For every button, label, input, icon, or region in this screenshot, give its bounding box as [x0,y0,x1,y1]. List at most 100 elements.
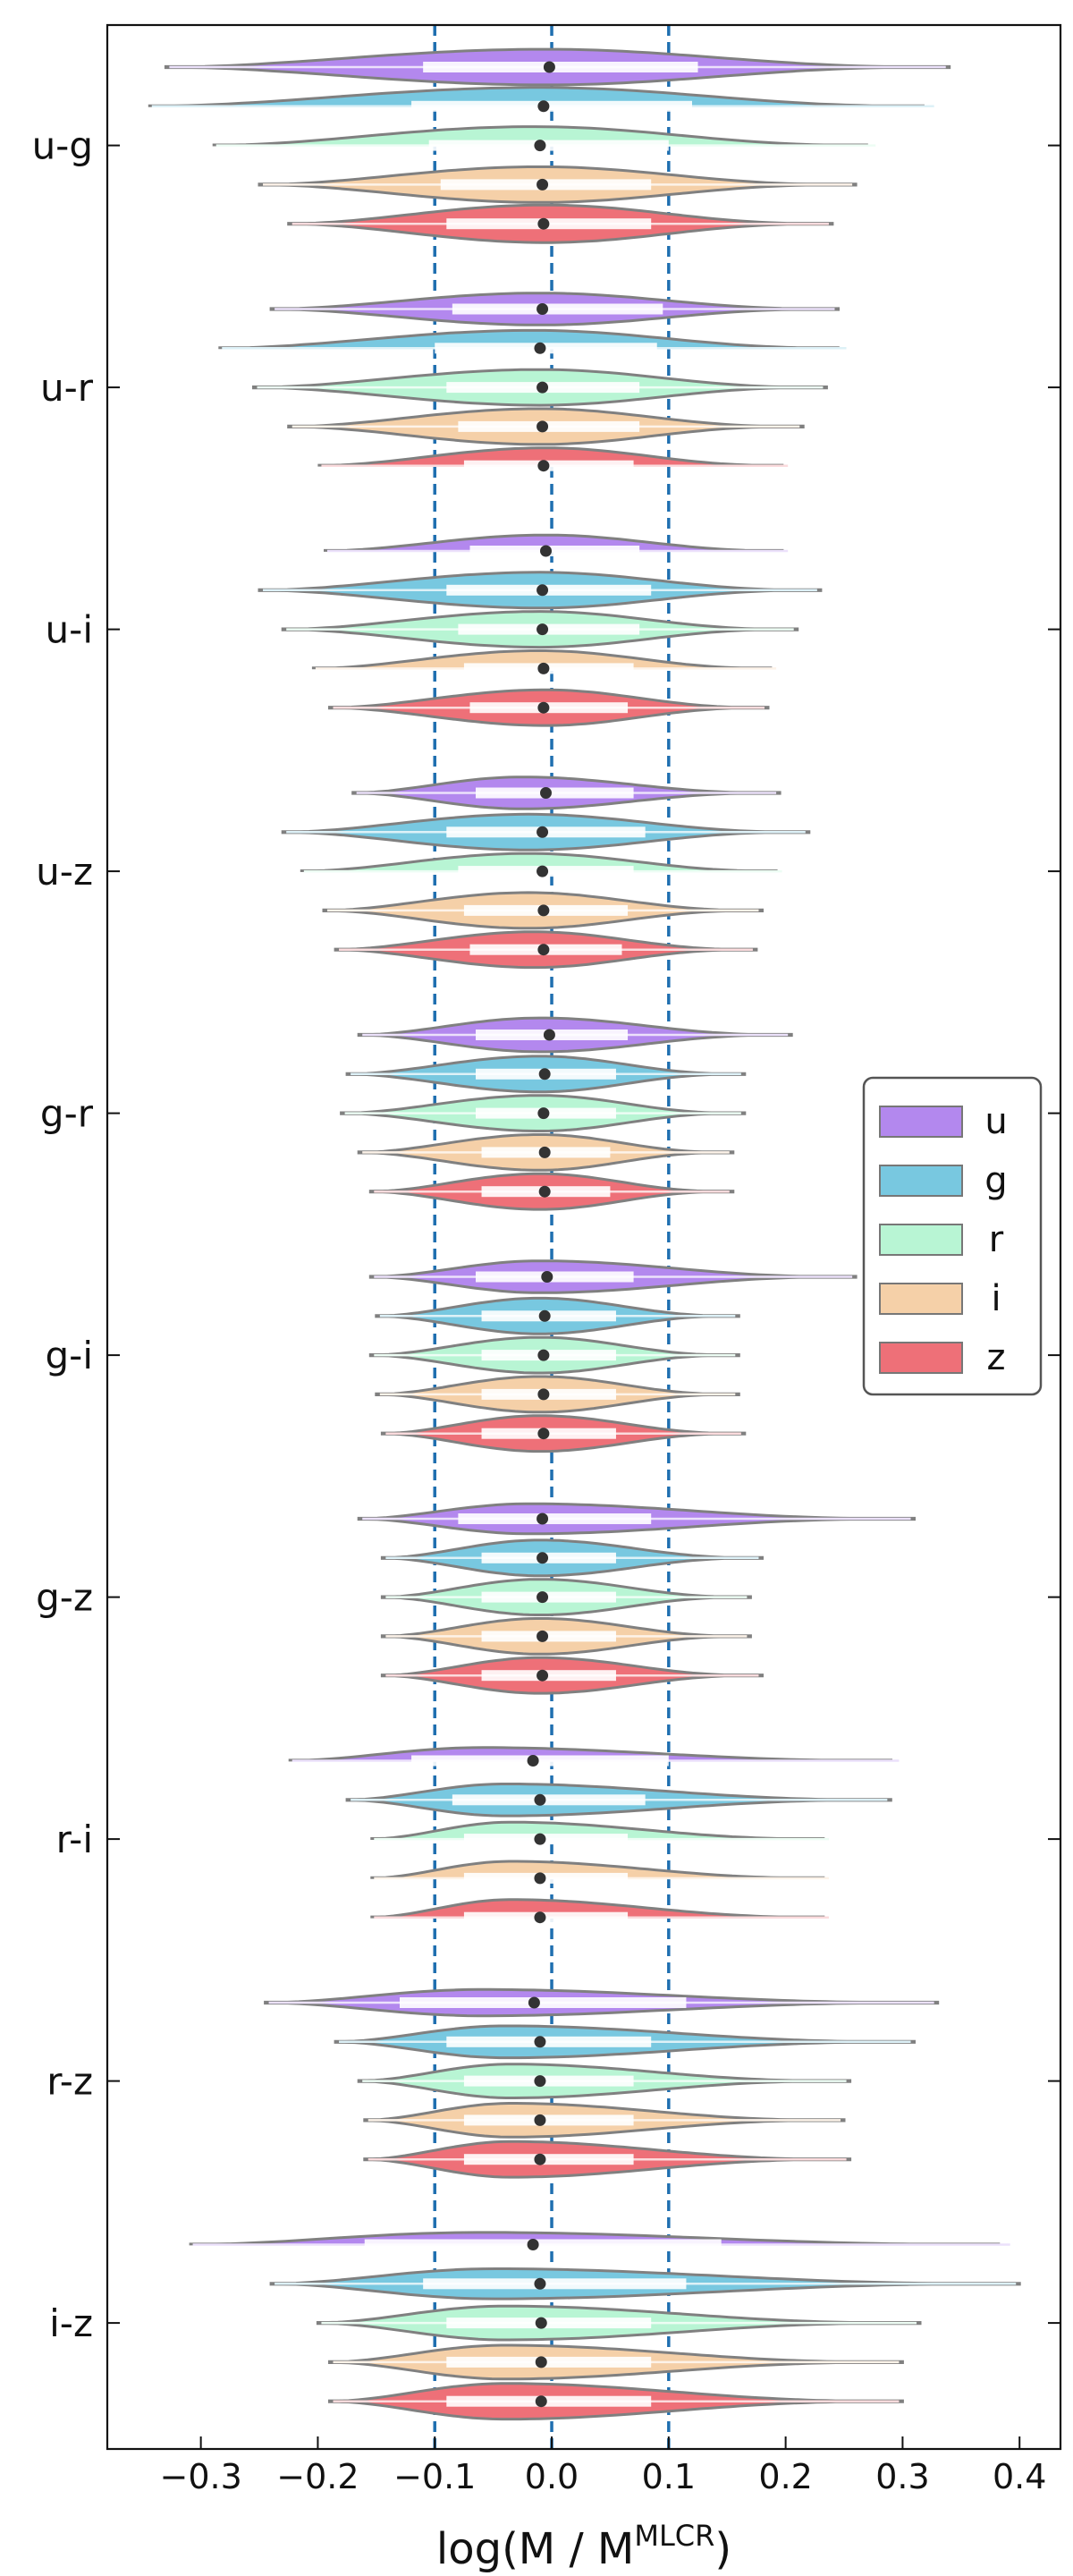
violin-median-dot [527,1755,539,1767]
plot-frame [106,23,1062,2451]
violin-median-dot [536,1630,549,1642]
violin-median-dot [536,381,549,394]
x-tick-label: 0.3 [875,2457,929,2496]
violin-group-u-g [148,47,951,244]
legend-label-r: r [989,1219,1004,1260]
violin-iqr-box [481,1552,616,1563]
violin-median-dot [536,1591,549,1604]
violin-iqr-box [435,343,657,354]
x-tick-label: −0.2 [276,2457,359,2496]
violin-iqr-box [481,1670,616,1682]
violin-median-dot [538,1146,551,1158]
x-axis-label: log(M / MMLCR) [436,2519,731,2574]
violin-median-dot [539,787,552,799]
violin-iqr-box [446,584,652,596]
violins [148,47,1021,2421]
violin-iqr-box [446,2318,652,2329]
violin-iqr-box [446,2036,652,2047]
legend-swatch-u [879,1106,963,1138]
violin-median-dot [534,140,546,152]
violin-body-u [324,533,784,552]
x-axis-label-superscript: MLCR [634,2519,714,2553]
violin-body-i [311,649,773,670]
violin-median-dot [536,1513,549,1525]
violin-median-dot [534,342,546,354]
reference-lines [433,25,671,2449]
legend-label-i: i [991,1278,1001,1319]
y-tick-label: g-i [46,1334,93,1377]
violin-group-u-i [258,533,823,727]
violin-iqr-box [411,1755,669,1767]
violin-median-dot [527,2239,539,2250]
violin-body-r [300,852,778,872]
violin-median-dot [538,1068,551,1080]
x-tick-label: 0.0 [525,2457,579,2496]
violin-median-dot [536,865,549,877]
x-tick-label: 0.1 [642,2457,696,2496]
x-tick-label: −0.3 [159,2457,241,2496]
violin-median-dot [538,1309,551,1322]
violin-iqr-box [463,2154,634,2165]
legend-label-u: u [984,1101,1007,1142]
violin-iqr-box [452,303,663,315]
violin-median-dot [536,420,549,433]
y-tick-label: i-z [49,2301,93,2345]
violin-iqr-box [463,1834,629,1845]
violin-median-dot [541,1271,553,1283]
violin-iqr-box [423,2278,687,2290]
y-tick-label: r-i [56,1818,93,1861]
violin-median-dot [539,545,552,557]
legend-swatch-i [879,1283,963,1315]
legend-label-z: z [987,1337,1006,1378]
violin-group-g-i [368,1259,858,1453]
axis-ticks: −0.3 −0.2 −0.1 0.0 0.1 0.2 0.3 0.4 u-g u-r u-i u-z g… [32,124,1060,2496]
violin-iqr-box [452,1794,646,1806]
violin-median-dot [537,100,550,113]
violin-median-dot [537,460,550,472]
violin-median-dot [534,2153,546,2165]
violin-iqr-box [458,623,640,635]
violin-iqr-box [463,1911,629,1923]
y-tick-label: u-z [36,850,93,894]
violin-group-r-i [288,1746,900,1924]
violin-median-dot [537,662,550,674]
x-tick-label: −0.1 [393,2457,476,2496]
y-tick-label: u-g [32,124,93,168]
violin-iqr-box [463,2114,634,2126]
violin-median-dot [537,1349,550,1361]
violin-median-dot [537,904,550,917]
violin-iqr-box [446,2356,652,2368]
y-tick-label: g-z [36,1576,93,1620]
violin-median-dot [536,178,549,191]
violin-median-dot [538,1185,551,1198]
violin-median-dot [536,1552,549,1564]
violin-iqr-box [481,1631,616,1642]
violin-group-u-r [218,292,847,472]
violin-iqr-box [364,2239,722,2250]
violin-iqr-box [476,1271,634,1283]
violin-iqr-box [476,787,634,799]
violin-iqr-box [481,1591,616,1603]
violin-body-g [148,86,925,107]
violin-group-u-z [281,775,811,970]
violin-median-dot [534,1872,546,1885]
violin-median-dot [534,2114,546,2126]
violin-median-dot [534,1911,546,1924]
violin-body-z [317,446,784,467]
violin-median-dot [537,701,550,714]
x-tick-label: 0.4 [993,2457,1046,2496]
violin-median-dot [536,623,549,636]
violin-iqr-box [463,1872,629,1884]
y-tick-label: g-r [40,1092,94,1136]
violin-median-dot [534,1793,546,1806]
violin-median-dot [536,826,549,838]
violin-median-dot [537,1428,550,1440]
violin-median-dot [534,2036,546,2048]
violin-median-dot [534,1833,546,1845]
violin-median-dot [534,2075,546,2088]
violin-median-dot [537,217,550,230]
violin-body-g [218,328,840,350]
violin-median-dot [537,1388,550,1401]
violin-median-dot [535,2317,547,2329]
